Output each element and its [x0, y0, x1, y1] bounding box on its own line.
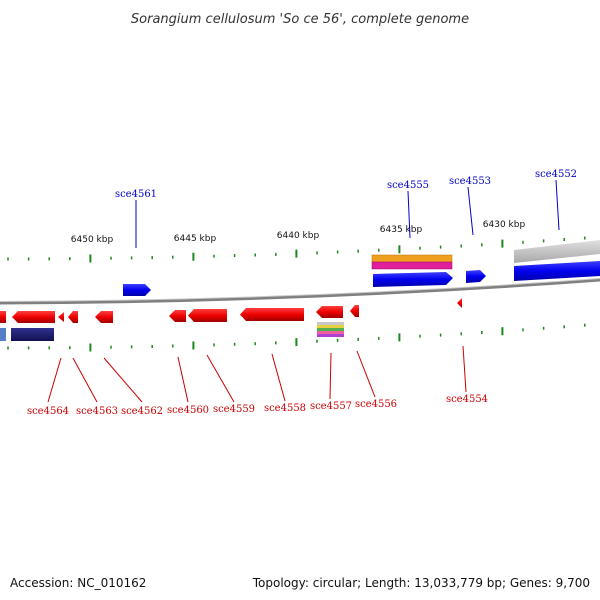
chromosome-backbone [0, 278, 600, 305]
accession-label: Accession: NC_010162 [10, 576, 147, 590]
feature-bar-magenta[interactable] [371, 261, 453, 270]
gene-arrow-sce4558[interactable] [240, 308, 304, 321]
gene-block-left-edge[interactable] [0, 311, 6, 323]
scale-label: 6450 kbp [71, 235, 114, 245]
gene-label-sce4552[interactable]: sce4552 [535, 169, 577, 180]
scale-label: 6445 kbp [174, 234, 217, 244]
feature-bar-yellow[interactable] [317, 325, 344, 328]
gene-arrow-sce4555[interactable] [373, 272, 453, 287]
lower-tick-row [7, 323, 586, 352]
gene-arrow-sce4564[interactable] [12, 311, 55, 323]
gene-label-sce4559[interactable]: sce4559 [213, 404, 255, 415]
gene-arrow-sce4560[interactable] [169, 310, 186, 322]
gene-label-sce4560[interactable]: sce4560 [167, 405, 209, 416]
label-leaders-reverse [47, 345, 467, 403]
scale-label: 6435 kbp [380, 225, 423, 235]
gene-labels-forward: sce4561 sce4555 sce4553 sce4552 [115, 169, 577, 200]
gene-arrow-sce4562[interactable] [95, 311, 113, 323]
genome-title: Sorangium cellulosum 'So ce 56', complet… [131, 12, 469, 27]
gene-label-sce4563[interactable]: sce4563 [76, 406, 118, 417]
feature-bar-orange[interactable] [371, 254, 453, 263]
feature-bar-green[interactable] [317, 328, 344, 331]
feature-bar-light-blue[interactable] [0, 328, 6, 341]
genome-summary: Topology: circular; Length: 13,033,779 b… [252, 576, 590, 590]
reverse-strand [0, 298, 462, 341]
feature-bar-grey-small[interactable] [317, 322, 344, 325]
gene-label-sce4564[interactable]: sce4564 [27, 406, 69, 417]
feature-bar-violet[interactable] [317, 334, 344, 337]
scale-label: 6440 kbp [277, 231, 320, 241]
gene-arrow-sce4561[interactable] [123, 284, 151, 296]
gene-arrow-sce4557[interactable] [316, 306, 343, 318]
gene-label-sce4555[interactable]: sce4555 [387, 180, 429, 191]
forward-strand [123, 240, 600, 296]
gene-arrow-sce4553[interactable] [466, 270, 486, 283]
gene-label-sce4561[interactable]: sce4561 [115, 189, 157, 200]
gene-labels-reverse: sce4564 sce4563 sce4562 sce4560 sce4559 … [27, 394, 488, 417]
gene-label-sce4557[interactable]: sce4557 [310, 401, 352, 412]
gene-arrow-sce4559[interactable] [188, 309, 227, 322]
feature-bar-grey[interactable] [514, 240, 600, 263]
scale-label: 6430 kbp [483, 220, 526, 230]
feature-bar-navy[interactable] [11, 328, 54, 341]
feature-bar-pink[interactable] [317, 331, 344, 334]
gene-label-sce4558[interactable]: sce4558 [264, 403, 306, 414]
label-leaders-forward [135, 179, 560, 248]
scale-labels: 6450 kbp 6445 kbp 6440 kbp 6435 kbp 6430… [71, 220, 526, 245]
gene-arrow-sce4552[interactable] [514, 261, 600, 281]
gene-arrow-sce4563[interactable] [68, 311, 78, 323]
gene-label-sce4562[interactable]: sce4562 [121, 406, 163, 417]
gene-label-sce4553[interactable]: sce4553 [449, 176, 491, 187]
gene-arrow-sce4556[interactable] [350, 305, 359, 317]
gene-label-sce4554[interactable]: sce4554 [446, 394, 488, 405]
scale-tick-row [7, 236, 586, 263]
chromosome-backbone-highlight [0, 278, 600, 302]
gene-arrow-sce4554[interactable] [457, 298, 462, 308]
gene-arrow-small[interactable] [58, 312, 64, 322]
gene-label-sce4556[interactable]: sce4556 [355, 399, 397, 410]
